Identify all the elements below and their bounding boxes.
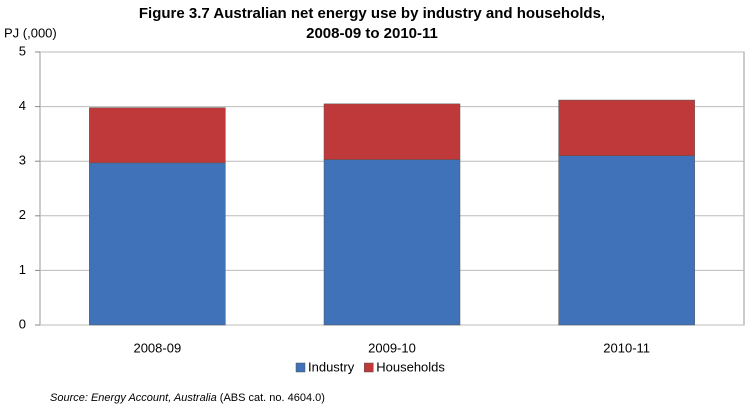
x-tick-label: 2008-09 bbox=[133, 340, 181, 355]
chart-title: 2008-09 to 2010-11 bbox=[306, 25, 438, 42]
bar-segment bbox=[89, 107, 226, 164]
x-tick-label: 2009-10 bbox=[368, 340, 416, 355]
source-note: Source: Energy Account, Australia (ABS c… bbox=[50, 392, 325, 404]
bar-segment bbox=[323, 103, 461, 160]
source-title: Source: Energy Account, Australia bbox=[50, 392, 217, 404]
legend-swatch bbox=[364, 362, 374, 373]
y-tick-label: 5 bbox=[19, 43, 26, 58]
y-tick-label: 2 bbox=[19, 207, 26, 222]
legend-label: Industry bbox=[308, 359, 355, 374]
x-tick-label: 2010-11 bbox=[603, 340, 650, 355]
bar-segment bbox=[558, 155, 695, 326]
legend-label: Households bbox=[376, 359, 445, 374]
y-tick-label: 1 bbox=[19, 262, 26, 277]
bar-segment bbox=[89, 162, 226, 326]
y-tick-label: 3 bbox=[19, 153, 26, 168]
bar-segment bbox=[558, 99, 695, 156]
y-tick-label: 0 bbox=[19, 316, 26, 331]
chart-title: Figure 3.7 Australian net energy use by … bbox=[139, 5, 605, 22]
legend-swatch bbox=[295, 362, 306, 373]
y-axis-label: PJ (,000) bbox=[4, 25, 57, 40]
bar-segment bbox=[323, 159, 461, 326]
source-ref: (ABS cat. no. 4604.0) bbox=[220, 392, 325, 404]
y-tick-label: 4 bbox=[19, 98, 26, 113]
